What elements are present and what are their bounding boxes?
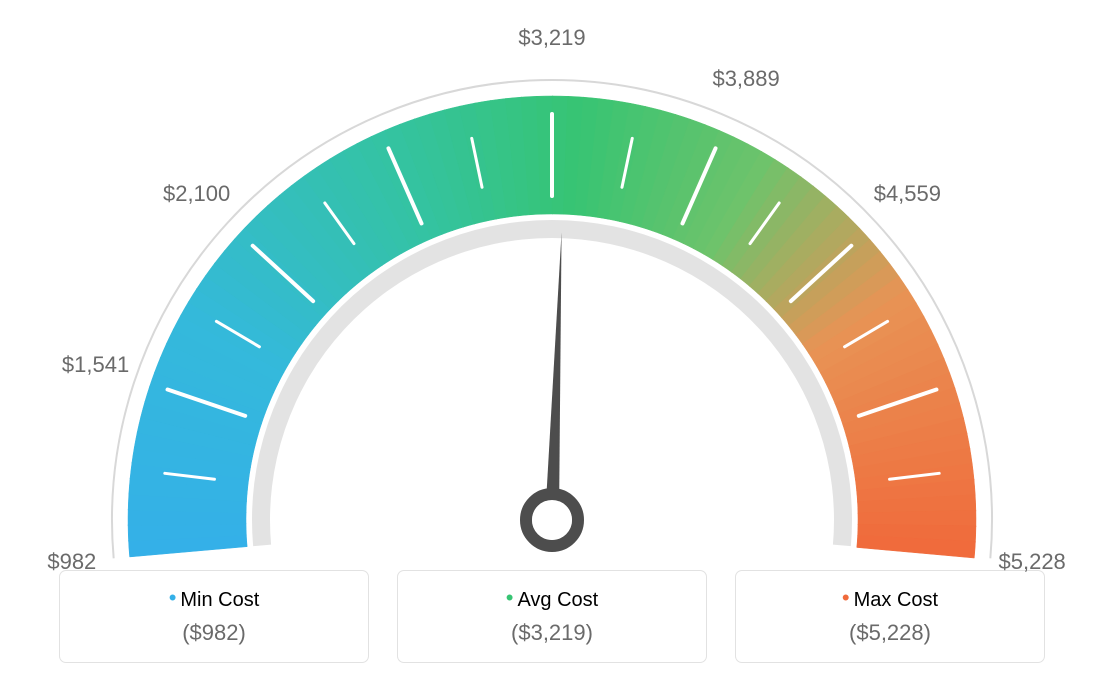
- tick-label: $2,100: [163, 181, 230, 207]
- legend-max: •Max Cost ($5,228): [735, 570, 1045, 663]
- legend-dot-avg: •: [506, 585, 514, 610]
- legend-max-title: •Max Cost: [736, 585, 1044, 612]
- legend-max-label: Max Cost: [854, 589, 938, 611]
- legend-avg-value: ($3,219): [398, 620, 706, 646]
- cost-gauge-chart: $982 $1,541 $2,100 $3,219 $3,889 $4,559 $5,228…: [0, 0, 1104, 690]
- tick-label: $4,559: [874, 181, 941, 207]
- tick-label: $3,219: [518, 25, 585, 51]
- tick-label: $5,228: [999, 549, 1066, 575]
- legend-row: •Min Cost ($982) •Avg Cost ($3,219) •Max…: [20, 570, 1084, 663]
- legend-avg-label: Avg Cost: [517, 589, 598, 611]
- legend-avg: •Avg Cost ($3,219): [397, 570, 707, 663]
- legend-dot-max: •: [842, 585, 850, 610]
- legend-min-label: Min Cost: [180, 589, 259, 611]
- gauge-svg: [20, 20, 1084, 560]
- tick-label: $982: [47, 549, 96, 575]
- legend-min-value: ($982): [60, 620, 368, 646]
- gauge-area: $982$1,541$2,100$3,219$3,889$4,559$5,228: [20, 20, 1084, 560]
- legend-dot-min: •: [169, 585, 177, 610]
- needle: [545, 232, 562, 520]
- legend-avg-title: •Avg Cost: [398, 585, 706, 612]
- tick-label: $3,889: [712, 66, 779, 92]
- legend-min-title: •Min Cost: [60, 585, 368, 612]
- legend-max-value: ($5,228): [736, 620, 1044, 646]
- tick-label: $1,541: [62, 352, 129, 378]
- legend-min: •Min Cost ($982): [59, 570, 369, 663]
